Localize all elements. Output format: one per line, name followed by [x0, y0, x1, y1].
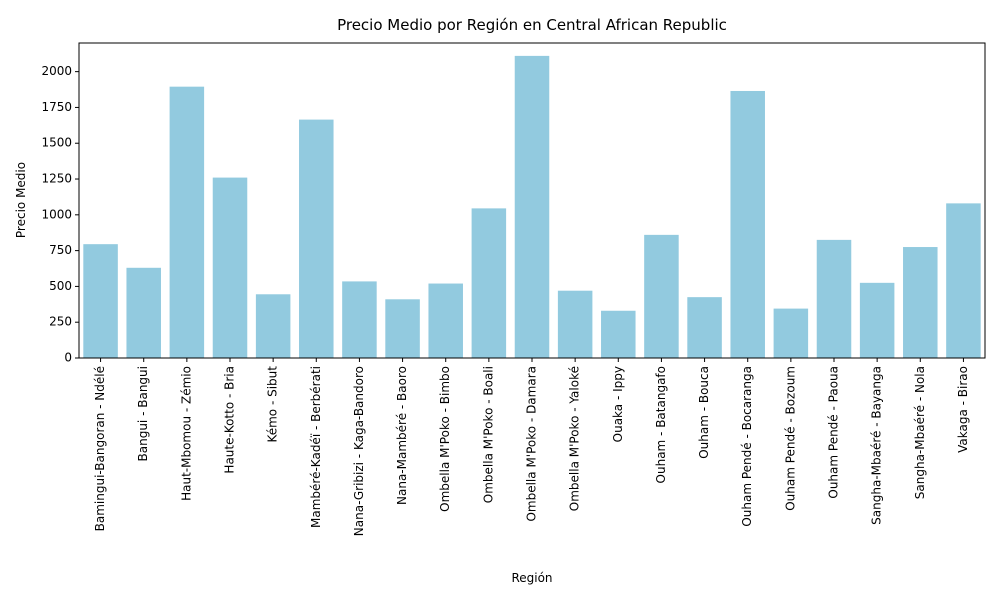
bar-4: [255, 294, 291, 358]
chart-title: Precio Medio por Región en Central Afric…: [337, 16, 727, 34]
y-tick-label: 750: [49, 243, 72, 257]
x-axis-label: Región: [511, 571, 552, 585]
y-tick-label: 0: [64, 351, 72, 365]
x-tick-label: Vakaga - Birao: [956, 366, 970, 453]
y-tick-label: 1750: [41, 100, 72, 114]
x-tick-label: Ouham Pendé - Bocaranga: [740, 366, 754, 527]
bar-17: [816, 239, 852, 358]
x-tick-label: Haut-Mbomou - Zémio: [179, 366, 193, 501]
bar-15: [730, 90, 765, 358]
x-tick-label: Ombella M'Poko - Yaloké: [568, 366, 582, 511]
bars-group: [83, 55, 981, 359]
x-tick-label: Bangui - Bangui: [136, 366, 150, 461]
x-tick-label: Ombella M'Poko - Bimbo: [438, 366, 452, 512]
x-tick-label: Kémo - Sibut: [266, 366, 280, 443]
y-tick-label: 500: [49, 279, 72, 293]
bar-5: [299, 119, 334, 359]
y-tick-label: 1000: [41, 207, 72, 221]
bar-18: [859, 282, 895, 358]
bar-10: [514, 55, 550, 359]
x-tick-label: Mambéré-Kadéï - Berbérati: [309, 366, 323, 528]
bar-13: [644, 234, 679, 358]
x-tick-label: Ouham Pendé - Paoua: [827, 366, 841, 499]
x-tick-label: Bamingui-Bangoran - Ndélé: [93, 366, 107, 531]
x-tick-label: Ouham - Batangafo: [654, 366, 668, 483]
bar-0: [83, 244, 118, 358]
bar-1: [126, 267, 161, 358]
bar-6: [342, 281, 377, 358]
bar-9: [471, 208, 507, 358]
bar-14: [687, 297, 722, 358]
x-tick-label: Nana-Gribizi - Kaga-Bandoro: [352, 366, 366, 536]
bar-19: [903, 247, 938, 358]
y-axis: 0 250 500 750 1000 1250 1500 1750 2000: [41, 64, 79, 365]
bar-3: [212, 177, 248, 358]
bar-11: [557, 290, 593, 358]
x-tick-label: Ouham Pendé - Bozoum: [783, 366, 797, 511]
bar-20: [946, 203, 981, 358]
x-tick-label: Ombella M'Poko - Damara: [525, 366, 539, 522]
y-tick-label: 1250: [41, 172, 72, 186]
x-tick-label: Ouham - Bouca: [697, 366, 711, 459]
x-tick-label: Haute-Kotto - Bria: [223, 366, 237, 474]
y-tick-label: 250: [49, 315, 72, 329]
x-tick-label: Sangha-Mbaéré - Nola: [913, 366, 927, 499]
bar-8: [428, 283, 463, 358]
x-tick-label: Ouaka - Ippy: [611, 366, 625, 442]
x-tick-label: Sangha-Mbaéré - Bayanga: [870, 366, 884, 525]
bar-16: [773, 308, 809, 358]
bar-7: [385, 299, 420, 358]
x-tick-label: Nana-Mambéré - Baoro: [395, 366, 409, 505]
x-tick-label: Ombella M'Poko - Boali: [481, 366, 495, 503]
y-axis-label: Precio Medio: [14, 162, 28, 238]
bar-2: [169, 86, 205, 358]
x-axis: Bamingui-Bangoran - Ndélé Bangui - Bangui…: [93, 358, 970, 536]
y-tick-label: 2000: [41, 64, 72, 78]
plot-frame: [78, 42, 986, 359]
bar-12: [601, 310, 636, 358]
y-tick-label: 1500: [41, 136, 72, 150]
